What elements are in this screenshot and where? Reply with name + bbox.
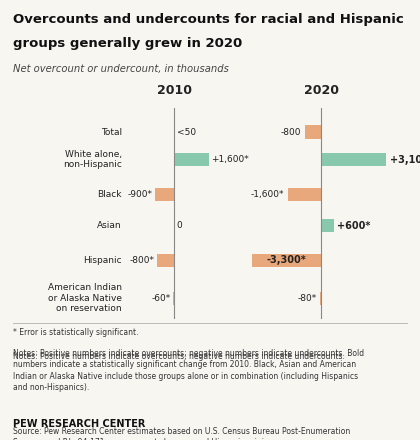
- Text: <50: <50: [177, 128, 196, 136]
- Text: 2020: 2020: [304, 84, 339, 97]
- Text: Notes: Positive numbers indicate overcounts; negative numbers indicate undercoun: Notes: Positive numbers indicate overcou…: [13, 352, 347, 361]
- Bar: [304, 125, 321, 139]
- Text: Asian: Asian: [97, 221, 122, 230]
- Bar: [174, 153, 210, 166]
- Text: -1,600*: -1,600*: [251, 190, 285, 199]
- Text: 0: 0: [176, 221, 182, 230]
- Text: -60*: -60*: [152, 294, 171, 303]
- Bar: [288, 188, 321, 201]
- Text: Overcounts and undercounts for racial and Hispanic: Overcounts and undercounts for racial an…: [13, 13, 403, 26]
- Bar: [174, 125, 176, 139]
- Bar: [321, 219, 334, 232]
- Text: PEW RESEARCH CENTER: PEW RESEARCH CENTER: [13, 419, 145, 429]
- Text: +600*: +600*: [337, 220, 370, 231]
- Text: Black: Black: [97, 190, 122, 199]
- Bar: [320, 292, 321, 305]
- Text: White alone,
non-Hispanic: White alone, non-Hispanic: [63, 150, 122, 169]
- Text: * Error is statistically significant.: * Error is statistically significant.: [13, 328, 138, 337]
- Bar: [321, 153, 386, 166]
- Text: Source: Pew Research Center estimates based on U.S. Census Bureau Post-Enumerati: Source: Pew Research Center estimates ba…: [13, 427, 350, 440]
- Text: -800: -800: [281, 128, 302, 136]
- Text: -800*: -800*: [130, 256, 155, 264]
- Text: Net overcount or undercount, in thousands: Net overcount or undercount, in thousand…: [13, 64, 228, 74]
- Text: Notes: Positive numbers indicate overcounts; negative numbers indicate undercoun: Notes: Positive numbers indicate overcou…: [13, 349, 364, 392]
- Text: -3,300*: -3,300*: [267, 255, 307, 265]
- Bar: [252, 253, 321, 267]
- Text: American Indian
or Alaska Native
on reservation: American Indian or Alaska Native on rese…: [48, 283, 122, 313]
- Text: Total: Total: [101, 128, 122, 136]
- Text: -900*: -900*: [128, 190, 153, 199]
- Text: Hispanic: Hispanic: [83, 256, 122, 264]
- Bar: [157, 253, 174, 267]
- Bar: [155, 188, 174, 201]
- Text: groups generally grew in 2020: groups generally grew in 2020: [13, 37, 242, 51]
- Bar: [173, 292, 174, 305]
- Text: +3,100*: +3,100*: [390, 155, 420, 165]
- Text: 2010: 2010: [157, 84, 192, 97]
- Text: +1,600*: +1,600*: [211, 155, 249, 164]
- Text: -80*: -80*: [297, 294, 317, 303]
